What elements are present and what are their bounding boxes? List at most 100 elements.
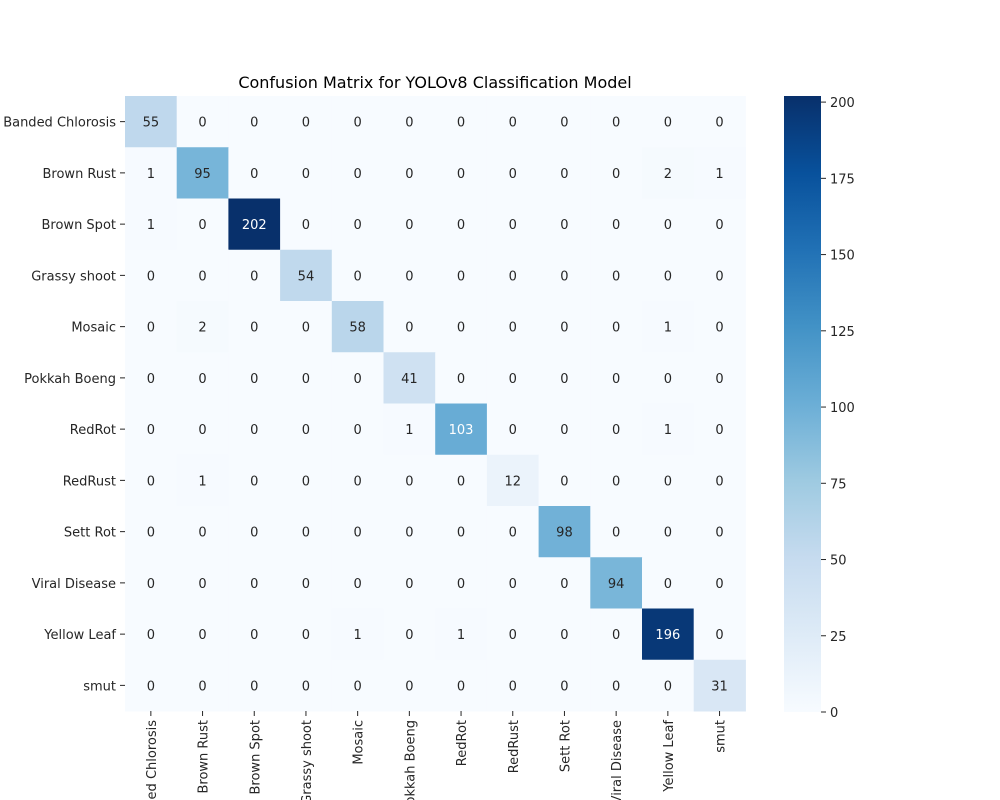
heatmap-cell — [590, 659, 643, 712]
cell-value-label: 1 — [147, 218, 155, 233]
cell-value-label: 0 — [147, 423, 155, 438]
cell-value-label: 196 — [655, 628, 680, 643]
y-tick-label: Sett Rot — [64, 526, 116, 541]
cell-value-label: 1 — [457, 628, 465, 643]
x-tick-label: Banded Chlorosis — [145, 720, 160, 800]
heatmap-cell — [125, 557, 178, 609]
y-tick-label: RedRot — [70, 423, 116, 438]
cell-value-label: 0 — [509, 526, 517, 541]
heatmap-cell — [486, 147, 540, 199]
heatmap-cell — [486, 454, 540, 507]
cell-value-label: 1 — [715, 167, 723, 182]
cell-value-label: 0 — [147, 372, 155, 387]
colorbar-tick-label: 0 — [830, 706, 838, 721]
cell-value-label: 0 — [560, 577, 568, 592]
x-tick-label: Viral Disease — [610, 720, 625, 800]
cell-value-label: 0 — [560, 167, 568, 182]
cell-value-label: 0 — [612, 474, 620, 489]
cell-value-label: 0 — [457, 577, 465, 592]
cell-value-label: 0 — [250, 167, 258, 182]
heatmap-cell — [486, 608, 540, 661]
cell-value-label: 0 — [354, 116, 362, 131]
heatmap-cell — [642, 454, 695, 507]
colorbar-tick-label: 50 — [830, 554, 847, 569]
heatmap-cell — [331, 352, 384, 404]
heatmap-cell — [280, 96, 333, 148]
heatmap-cell — [590, 249, 643, 302]
heatmap-cell — [228, 403, 281, 456]
cell-value-label: 0 — [664, 679, 672, 694]
heatmap-cell — [280, 608, 333, 661]
heatmap-cell — [693, 198, 746, 251]
cell-value-label: 0 — [302, 116, 310, 131]
heatmap-cell — [693, 96, 746, 148]
heatmap-cell — [642, 96, 695, 148]
colorbar-tick-label: 75 — [830, 477, 847, 492]
heatmap-cell — [228, 96, 281, 148]
heatmap-cell — [176, 506, 229, 558]
heatmap-cell — [693, 454, 746, 507]
cell-value-label: 0 — [509, 167, 517, 182]
heatmap-cell — [435, 96, 488, 148]
cell-value-label: 0 — [198, 372, 206, 387]
cell-value-label: 0 — [560, 474, 568, 489]
heatmap-cell — [590, 96, 643, 148]
cell-value-label: 0 — [664, 269, 672, 284]
y-tick-label: Brown Spot — [42, 218, 117, 233]
cell-value-label: 0 — [354, 474, 362, 489]
cell-value-label: 0 — [405, 577, 413, 592]
x-tick-label: Brown Spot — [248, 720, 263, 795]
heatmap-cell — [590, 403, 643, 456]
cell-value-label: 1 — [147, 167, 155, 182]
cell-value-label: 1 — [198, 474, 206, 489]
cell-value-label: 0 — [715, 372, 723, 387]
cell-value-label: 0 — [664, 372, 672, 387]
cell-value-label: 0 — [250, 116, 258, 131]
cell-value-label: 0 — [302, 526, 310, 541]
heatmap-cell — [435, 147, 488, 199]
heatmap-cell — [176, 403, 229, 456]
cell-value-label: 0 — [664, 474, 672, 489]
heatmap-cell — [435, 403, 488, 456]
cell-value-label: 0 — [664, 116, 672, 131]
cell-value-label: 0 — [509, 116, 517, 131]
heatmap-cell — [125, 198, 178, 251]
heatmap-cell — [435, 506, 488, 558]
colorbar: 0 25 50 75 100 125 150 175 200 — [784, 96, 855, 721]
heatmap-cell — [280, 403, 333, 456]
heatmap-cell — [383, 352, 436, 404]
heatmap-cell — [642, 506, 695, 558]
heatmap-cell — [642, 301, 695, 353]
heatmap-cell — [693, 557, 746, 609]
cell-value-label: 0 — [250, 321, 258, 336]
cell-value-label: 0 — [457, 269, 465, 284]
cell-value-label: 0 — [198, 423, 206, 438]
cell-value-label: 0 — [354, 218, 362, 233]
chart-title: Confusion Matrix for YOLOv8 Classificati… — [238, 73, 631, 92]
cell-value-label: 103 — [449, 423, 474, 438]
heatmap-cell — [176, 198, 229, 251]
colorbar-gradient — [784, 96, 821, 712]
heatmap-cell — [435, 249, 488, 302]
cell-value-label: 1 — [405, 423, 413, 438]
heatmap-cell — [435, 557, 488, 609]
heatmap-cell — [538, 659, 591, 712]
heatmap-cell — [538, 147, 591, 199]
cell-value-label: 0 — [198, 628, 206, 643]
cell-value-label: 0 — [250, 269, 258, 284]
cell-value-label: 0 — [612, 116, 620, 131]
cell-value-label: 202 — [242, 218, 267, 233]
heatmap-cell — [435, 659, 488, 712]
heatmap-cell — [383, 454, 436, 507]
heatmap-cell — [125, 96, 178, 148]
heatmap-cell — [435, 454, 488, 507]
heatmap-cell — [642, 403, 695, 456]
cell-value-label: 1 — [664, 423, 672, 438]
cell-value-label: 0 — [405, 116, 413, 131]
heatmap-cell — [383, 147, 436, 199]
cell-value-label: 0 — [509, 628, 517, 643]
heatmap-cell — [642, 147, 695, 199]
cell-value-label: 0 — [302, 218, 310, 233]
cell-value-label: 2 — [664, 167, 672, 182]
heatmap-cell — [693, 352, 746, 404]
